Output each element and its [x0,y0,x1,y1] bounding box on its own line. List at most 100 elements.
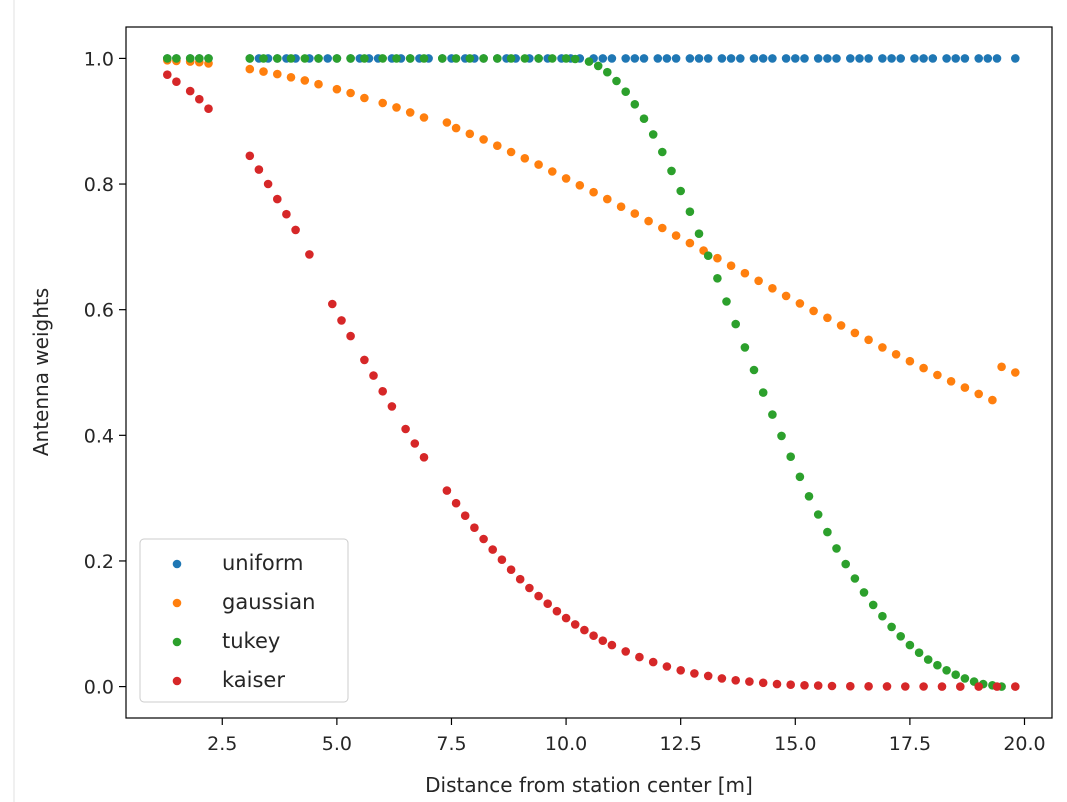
data-point-tukey [703,251,713,260]
data-point-tukey [758,388,768,397]
data-point-tukey [658,147,667,157]
data-point-tukey [392,54,401,63]
data-point-tukey [479,54,488,63]
y-tick-label: 1.0 [84,48,114,70]
data-point-tukey [722,297,731,306]
data-point-kaiser [621,647,630,656]
data-point-tukey [506,54,516,63]
data-point-kaiser [204,104,213,113]
data-point-kaiser [662,662,672,671]
data-point-tukey [713,274,722,283]
data-point-gaussian [346,88,355,98]
data-point-tukey [360,54,369,63]
data-point-kaiser [328,299,337,309]
data-point-uniform [758,54,768,63]
legend-label-uniform: uniform [222,551,303,575]
data-point-uniform [671,54,681,63]
data-point-tukey [584,57,594,66]
data-point-kaiser [882,682,892,691]
data-point-gaussian [713,253,722,263]
data-point-uniform [749,54,759,63]
y-tick-label: 0.4 [84,425,114,447]
data-point-kaiser [589,631,598,640]
data-point-kaiser [937,682,947,691]
data-point-tukey [465,54,475,63]
x-tick-label: 12.5 [660,733,702,755]
data-point-tukey [823,527,832,537]
data-point-gaussian [392,103,401,112]
data-point-uniform [662,54,672,63]
y-axis-ticks: 0.0 0.2 0.4 0.6 0.8 1.0 [84,48,126,699]
data-point-uniform [813,54,823,63]
data-point-tukey [832,544,841,553]
data-point-gaussian [616,202,626,211]
data-point-tukey [273,54,282,63]
data-point-gaussian [960,383,970,392]
data-point-kaiser [901,682,910,691]
data-point-tukey [731,319,740,329]
data-point-kaiser [479,534,488,544]
data-point-gaussian [1011,368,1020,377]
data-point-uniform [726,54,736,63]
legend-label-gaussian: gaussian [222,590,315,614]
x-tick-label: 20.0 [1003,733,1045,755]
data-point-tukey [676,186,685,196]
data-point-kaiser [570,620,580,629]
data-point-gaussian [905,356,915,366]
data-point-tukey [951,670,960,679]
data-point-kaiser [470,523,479,532]
data-point-tukey [749,365,759,375]
data-point-gaussian [997,362,1006,372]
data-point-uniform [781,54,791,63]
data-point-gaussian [795,299,805,308]
y-axis-label: Antenna weights [29,288,53,456]
legend-marker-uniform [172,559,182,569]
data-point-kaiser [731,676,740,685]
data-point-tukey [493,54,502,63]
data-point-gaussian [465,129,475,139]
series-kaiser [163,70,1020,691]
data-point-kaiser [772,679,782,689]
x-axis-label: Distance from station center [m] [425,773,753,797]
data-point-gaussian [479,135,488,144]
data-point-tukey [804,492,814,501]
data-point-gaussian [988,395,997,405]
data-point-kaiser [956,682,965,691]
data-point-tukey [332,54,342,63]
data-point-kaiser [163,70,172,79]
data-point-gaussian [864,335,873,345]
data-point-tukey [405,54,415,63]
data-point-uniform [703,54,713,63]
data-point-kaiser [254,165,264,174]
legend-marker-tukey [172,637,182,647]
data-point-uniform [791,54,800,63]
data-point-gaussian [644,216,653,226]
data-point-gaussian [245,64,255,74]
data-point-tukey [694,229,704,238]
data-point-gaussian [273,69,282,79]
plot-frame [125,26,1053,719]
x-tick-label: 10.0 [545,733,587,755]
data-point-uniform [896,54,905,63]
data-point-kaiser [607,640,617,650]
data-point-gaussian [360,93,369,103]
data-point-tukey [630,100,640,109]
data-point-uniform [864,54,873,63]
data-point-gaussian [300,76,310,85]
data-point-uniform [910,54,919,63]
data-point-tukey [868,600,878,610]
data-point-tukey [561,54,571,63]
data-point-kaiser [635,652,644,662]
data-point-gaussian [332,84,342,94]
data-point-tukey [163,54,172,63]
data-point-tukey [570,54,580,64]
legend-label-tukey: tukey [222,629,280,653]
data-point-uniform [717,54,727,63]
data-point-uniform [832,54,841,63]
data-point-gaussian [850,328,860,338]
data-point-kaiser [800,681,809,690]
data-point-kaiser [185,86,195,96]
data-point-gaussian [919,363,928,373]
data-point-tukey [621,87,630,96]
